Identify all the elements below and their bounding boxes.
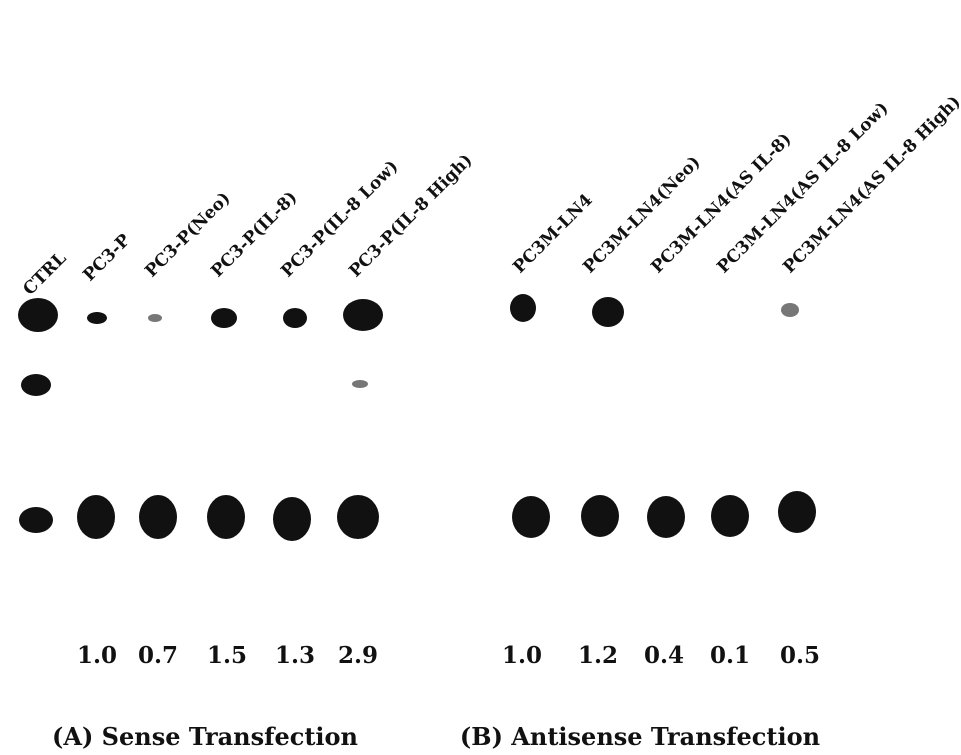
ratio-value: 0.7 (138, 642, 178, 669)
spot (343, 299, 383, 331)
spot (337, 495, 379, 539)
ratio-value: 0.5 (780, 642, 820, 669)
spot (148, 314, 162, 322)
spot (592, 297, 624, 327)
lane-label: PC3-P(IL-8 Low) (277, 157, 402, 282)
panel-caption: (A) Sense Transfection (52, 722, 358, 751)
spot (510, 294, 536, 322)
spot (207, 495, 245, 539)
ratio-value: 2.9 (338, 642, 378, 669)
spot (211, 308, 237, 328)
spot (711, 495, 749, 537)
ratio-value: 1.0 (502, 642, 542, 669)
lane-label: PC3M-LN4(Neo) (579, 152, 704, 277)
lane-label: PC3-P (79, 230, 134, 285)
spot (778, 491, 816, 533)
ratio-value: 1.2 (578, 642, 618, 669)
spot (21, 374, 51, 396)
spot (273, 497, 311, 541)
spot (781, 303, 799, 317)
ratio-value: 1.0 (77, 642, 117, 669)
spot (139, 495, 177, 539)
spot (87, 312, 107, 324)
spot (512, 496, 550, 538)
spot (18, 298, 58, 332)
ratio-value: 0.1 (710, 642, 750, 669)
ratio-value: 1.5 (207, 642, 247, 669)
figure: CTRLPC3-PPC3-P(Neo)PC3-P(IL-8)PC3-P(IL-8… (0, 0, 961, 755)
spot (647, 496, 685, 538)
lane-label: CTRL (19, 248, 70, 299)
spot (77, 495, 115, 539)
ratio-value: 1.3 (275, 642, 315, 669)
panel-caption: (B) Antisense Transfection (460, 722, 820, 751)
ratio-value: 0.4 (644, 642, 684, 669)
spot (581, 495, 619, 537)
spot (19, 507, 53, 533)
blot-spots (18, 294, 816, 541)
spot (352, 380, 368, 388)
lane-label: PC3-P(IL-8 High) (345, 150, 476, 281)
spot (283, 308, 307, 328)
